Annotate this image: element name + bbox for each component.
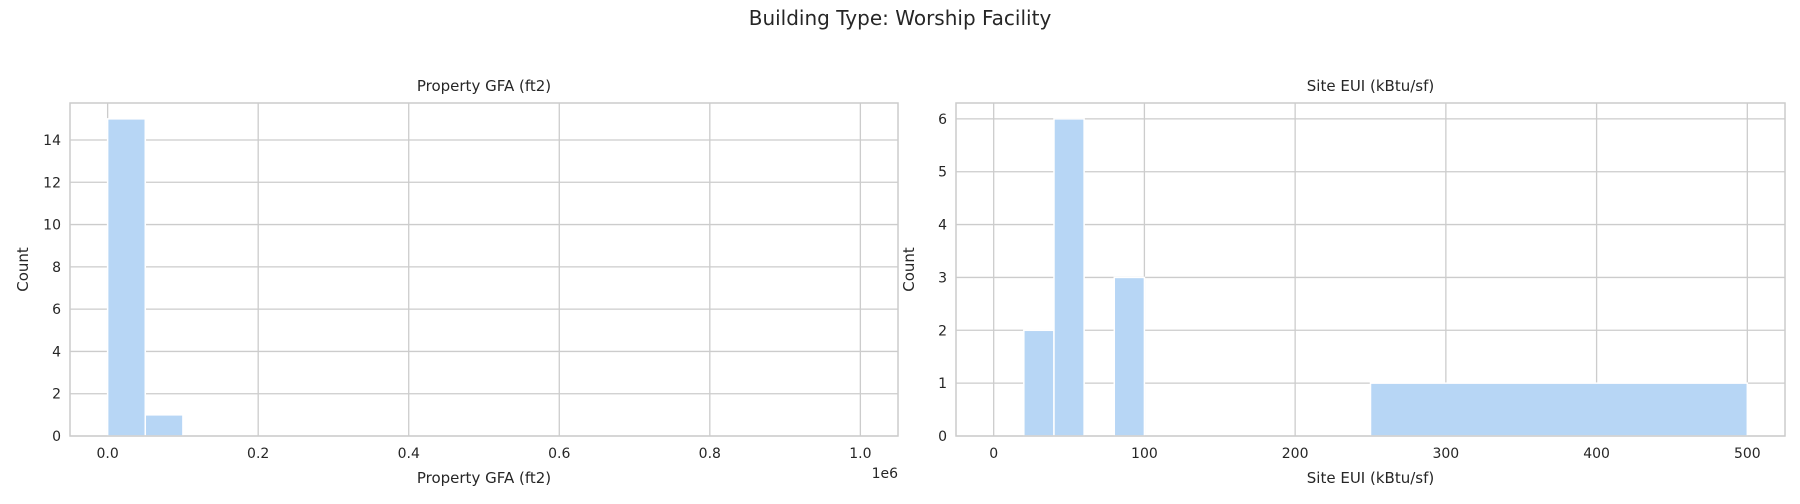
x-tick-label: 0.0	[97, 446, 119, 462]
chart-title: Site EUI (kBtu/sf)	[1307, 77, 1434, 95]
x-axis-offset-text: 1e6	[872, 466, 899, 482]
y-tick-label: 2	[938, 323, 947, 339]
y-tick-label: 6	[938, 112, 947, 128]
y-tick-label: 10	[43, 218, 61, 234]
histogram-bar	[106, 118, 147, 437]
histogram-bar	[144, 414, 184, 437]
y-tick-label: 12	[43, 175, 61, 191]
y-tick-label: 2	[52, 387, 61, 403]
figure-title: Building Type: Worship Facility	[749, 6, 1052, 30]
y-tick-label: 1	[938, 376, 947, 392]
x-tick-label: 500	[1734, 446, 1761, 462]
x-tick-label: 0.8	[699, 446, 721, 462]
y-tick-label: 14	[43, 133, 61, 149]
x-tick-label: 1.0	[849, 446, 871, 462]
y-tick-label: 6	[52, 302, 61, 318]
histogram-bar	[1113, 276, 1146, 437]
chart-title: Property GFA (ft2)	[417, 77, 551, 95]
histogram-bar	[1053, 118, 1085, 437]
histogram-bar	[1023, 329, 1055, 437]
histogram-bar	[1369, 382, 1749, 437]
y-tick-label: 5	[938, 165, 947, 181]
x-tick-label: 0.4	[398, 446, 420, 462]
y-tick-label: 0	[938, 429, 947, 445]
panel-1: 0.0 0.2 0.4 0.6 0.8 1.0 0 2 4 6 8 10 12 14 Property GF…	[14, 77, 899, 487]
y-tick-label: 4	[52, 344, 61, 360]
x-tick-label: 300	[1432, 446, 1459, 462]
x-tick-label: 0.6	[548, 446, 570, 462]
x-tick-label: 0.2	[247, 446, 269, 462]
y-axis-label: Count	[14, 247, 32, 292]
y-tick-label: 0	[52, 429, 61, 445]
y-tick-label: 8	[52, 260, 61, 276]
y-axis-label: Count	[900, 247, 918, 292]
x-tick-label: 100	[1131, 446, 1158, 462]
x-tick-label: 200	[1282, 446, 1309, 462]
x-tick-label: 400	[1583, 446, 1610, 462]
y-tick-label: 4	[938, 218, 947, 234]
axes-frame	[955, 102, 1786, 437]
y-tick-label: 3	[938, 270, 947, 286]
x-axis-label: Site EUI (kBtu/sf)	[1307, 469, 1434, 487]
panel-2: 0 100 200 300 400 500 0 1 2 3 4 5 6 Site EUI (kBtu/sf…	[900, 77, 1786, 487]
x-tick-label: 0	[989, 446, 998, 462]
x-axis-label: Property GFA (ft2)	[417, 469, 551, 487]
axes-frame	[69, 102, 899, 437]
